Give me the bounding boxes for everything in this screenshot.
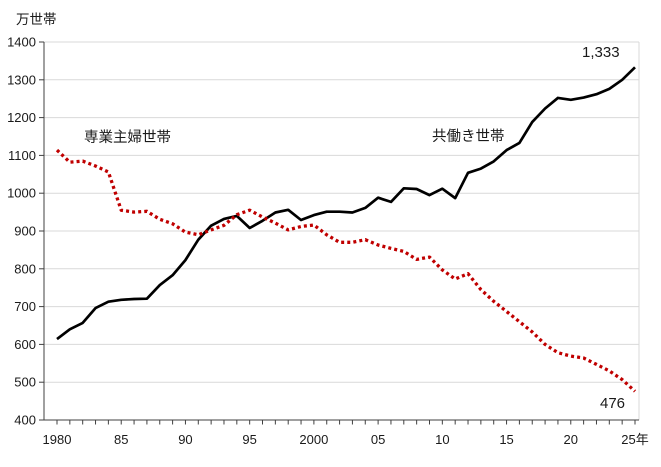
y-axis-title: 万世帯 xyxy=(16,12,57,27)
x-tick-label: 15 xyxy=(499,432,513,447)
end-value-label-dual-income: 1,333 xyxy=(582,44,620,61)
series-label-dual-income: 共働き世帯 xyxy=(432,129,505,145)
y-tick-label: 1200 xyxy=(7,110,36,125)
end-value-label-housewife: 476 xyxy=(600,395,626,412)
x-axis-ticks: 1980 85 90 95 2000 05 10 15 20 25年 xyxy=(43,420,649,447)
y-tick-label: 1300 xyxy=(7,72,36,87)
x-tick-label: 20 xyxy=(564,432,578,447)
y-tick-label: 700 xyxy=(14,299,36,314)
y-tick-label: 500 xyxy=(14,375,36,390)
x-tick-label: 10 xyxy=(435,432,449,447)
x-tick-label: 90 xyxy=(178,432,192,447)
y-tick-label: 400 xyxy=(14,413,36,428)
dual-income-line xyxy=(56,66,636,341)
series-label-housewife: 専業主婦世帯 xyxy=(84,130,171,146)
x-tick-label: 05 xyxy=(371,432,385,447)
x-tick-label: 95 xyxy=(242,432,256,447)
x-tick-label: 25年 xyxy=(621,432,648,447)
x-tick-label: 2000 xyxy=(299,432,328,447)
y-tick-label: 600 xyxy=(14,337,36,352)
y-axis-ticks: 400 500 600 700 800 900 1000 1100 1200 1300 1400 xyxy=(7,35,44,428)
y-tick-label: 800 xyxy=(14,261,36,276)
y-tick-label: 1400 xyxy=(7,35,36,50)
y-tick-label: 1100 xyxy=(8,148,36,163)
x-tick-label: 1980 xyxy=(43,432,72,447)
housewife-line xyxy=(55,148,637,393)
y-tick-label: 1000 xyxy=(7,186,36,201)
y-tick-label: 900 xyxy=(14,224,36,239)
x-tick-label: 85 xyxy=(114,432,128,447)
gridlines xyxy=(44,41,640,420)
